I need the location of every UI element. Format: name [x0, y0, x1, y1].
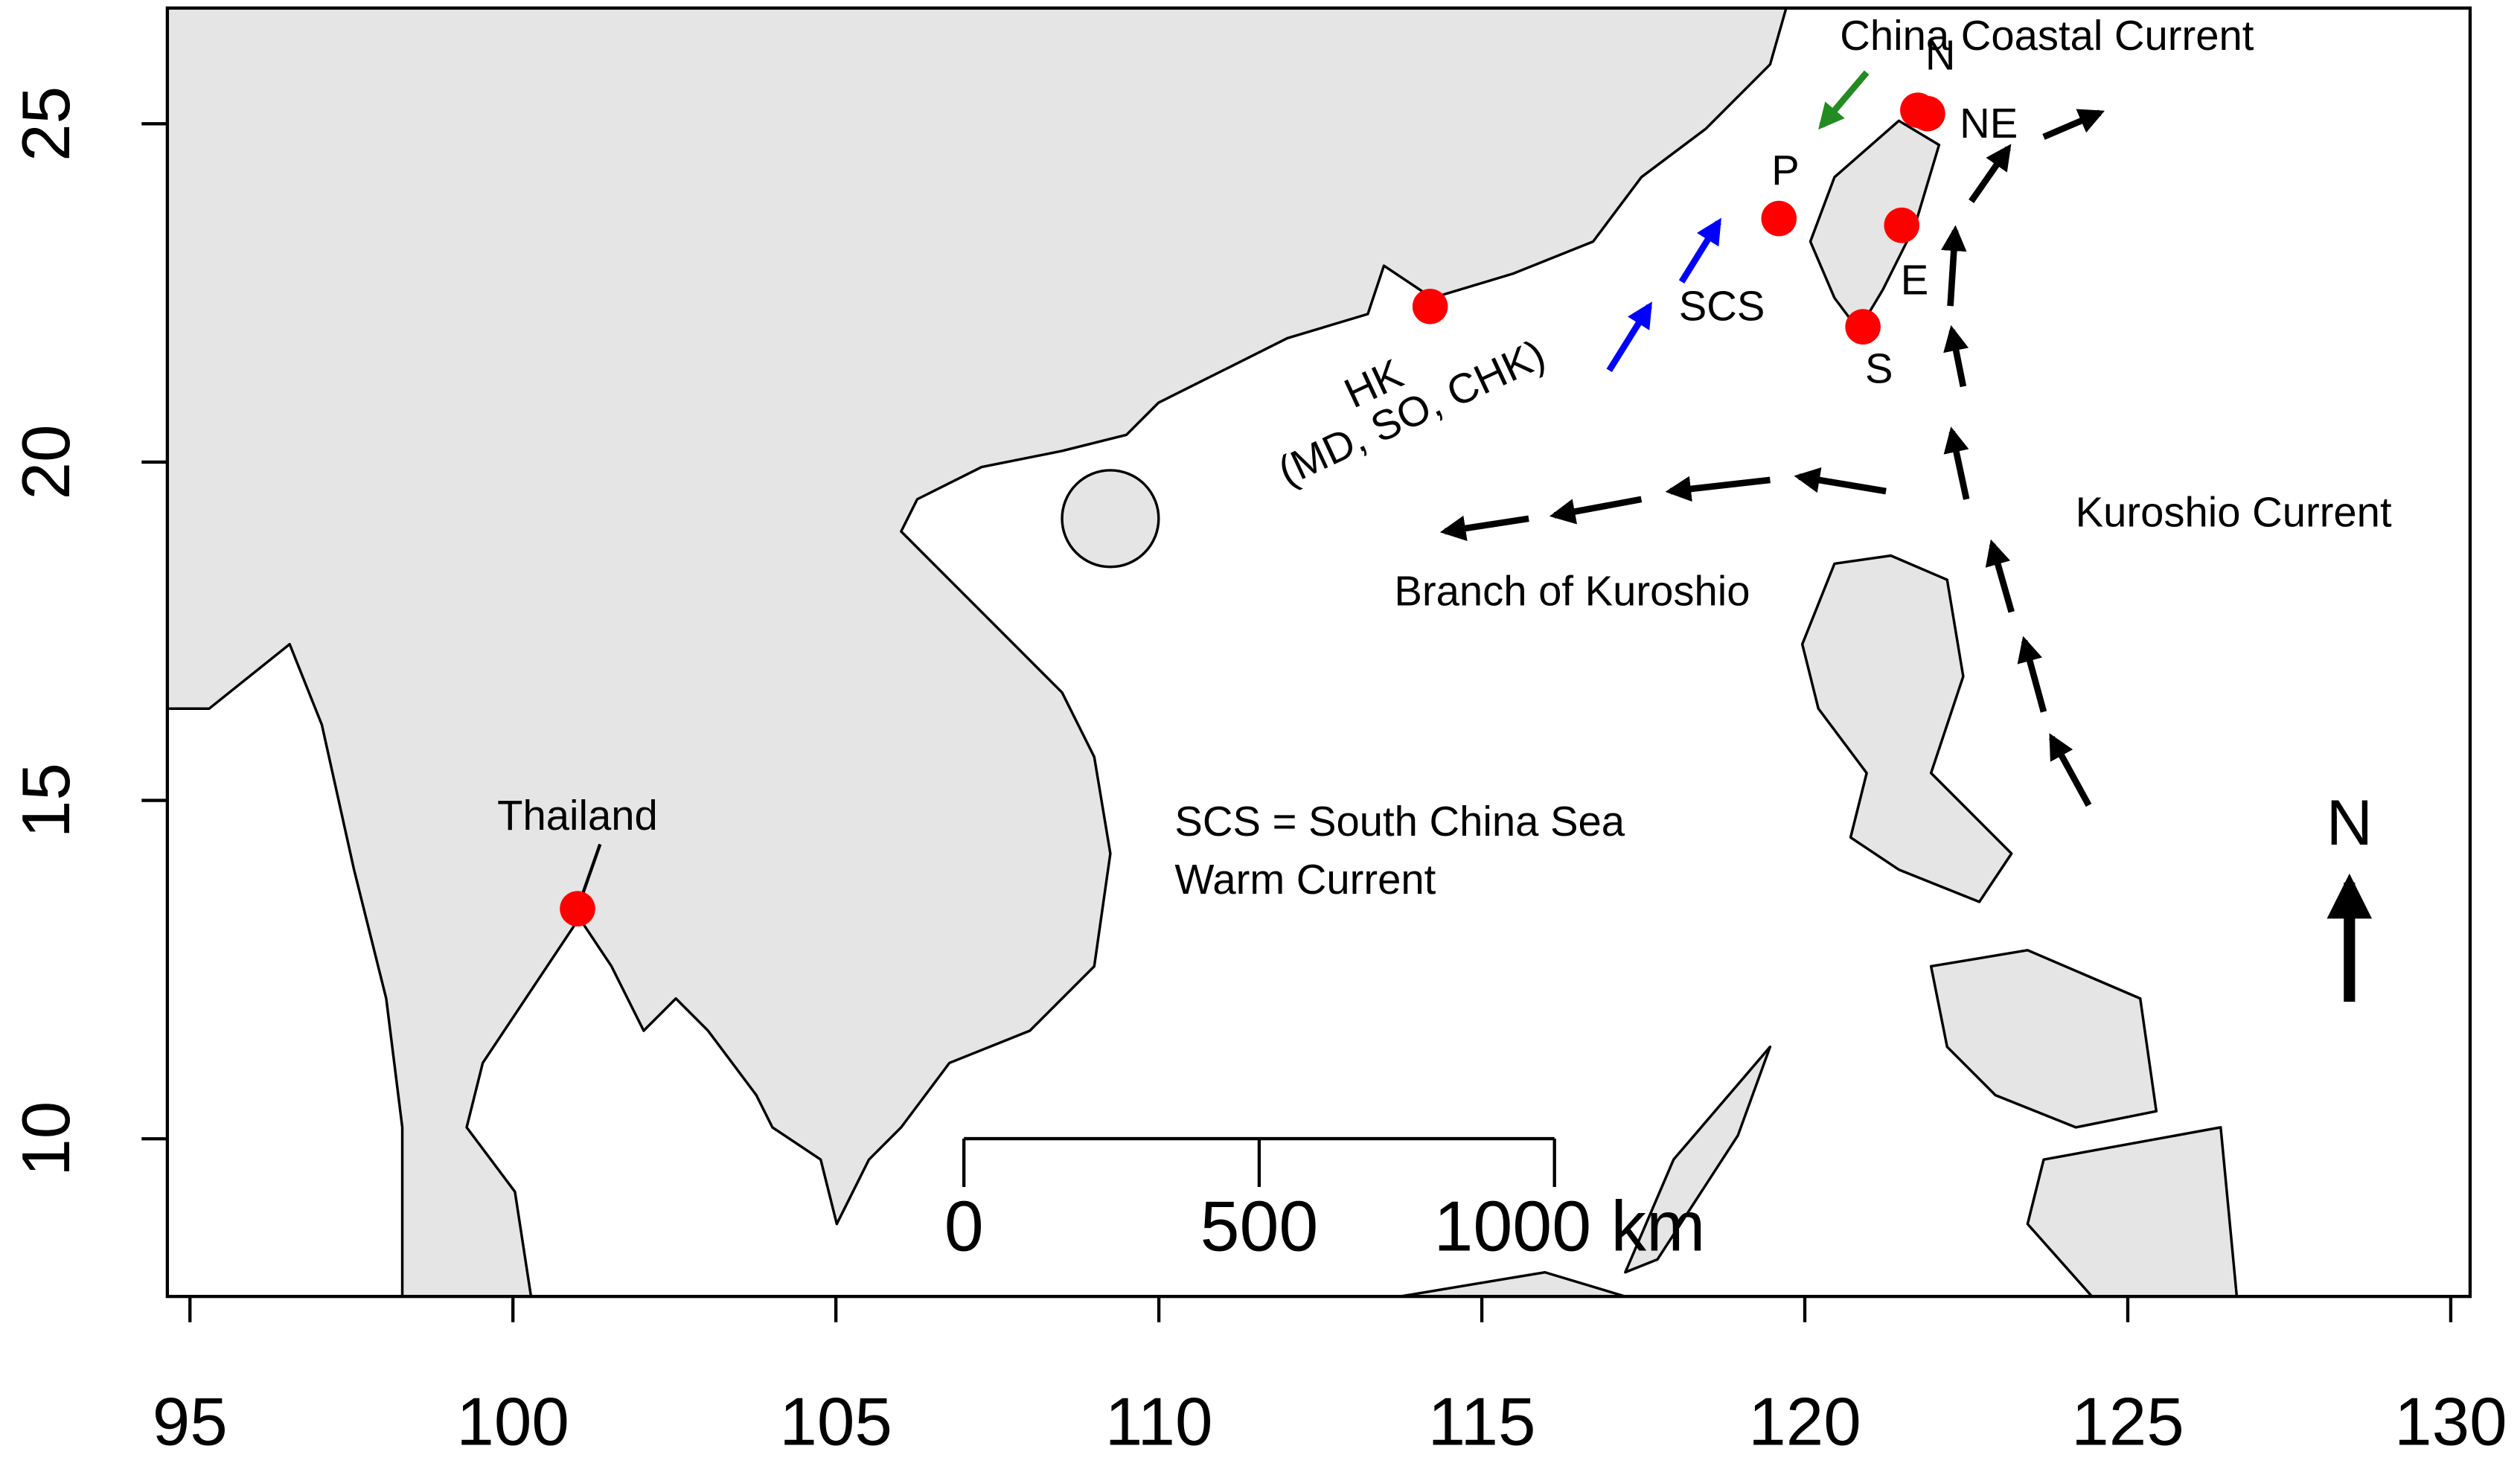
site — [560, 891, 595, 927]
annotation: Warm Current — [1174, 856, 1436, 903]
y-tick-label: 25 — [9, 86, 84, 161]
x-tick-label: 105 — [779, 1384, 892, 1459]
annotation: China Coastal Current — [1840, 12, 2254, 59]
visayas — [1929, 949, 2158, 1129]
site-label: NE — [1960, 100, 2018, 147]
site-label: Thailand — [497, 792, 658, 839]
site — [1910, 95, 1945, 132]
scale-label: 500 — [1200, 1188, 1319, 1267]
branch-arrows — [1439, 467, 1887, 542]
site — [1884, 207, 1919, 243]
plot-frame — [165, 6, 2472, 1299]
land — [166, 7, 2239, 1298]
mindanao — [2026, 1126, 2239, 1298]
x-tick-label: 100 — [456, 1384, 569, 1459]
annotation: (MD, SO, CHK) — [1271, 330, 1552, 495]
scale-label: 1000 km — [1434, 1188, 1706, 1267]
borneo — [1398, 1270, 1627, 1298]
x-tick-label: 120 — [1748, 1384, 1861, 1459]
site — [1412, 289, 1448, 324]
site-label: E — [1901, 256, 1928, 303]
y-tick-label: 20 — [9, 424, 84, 499]
x-tick-label: 110 — [1105, 1384, 1213, 1459]
site — [1845, 309, 1881, 345]
currents — [1439, 70, 2373, 1002]
scale-label: 0 — [944, 1188, 984, 1267]
luzon — [1800, 554, 2013, 903]
y-tick-label: 10 — [9, 1101, 84, 1177]
coastal-arrow — [1818, 70, 1870, 130]
palawan — [1624, 1045, 1772, 1274]
annotation: Branch of Kuroshio — [1394, 567, 1750, 614]
north-label: N — [2326, 787, 2373, 859]
x-tick-label: 115 — [1428, 1384, 1536, 1459]
x-tick-label: 130 — [2394, 1384, 2507, 1459]
x-tick-label: 125 — [2071, 1384, 2184, 1459]
mainland — [166, 7, 1788, 1298]
site — [1761, 200, 1797, 237]
site-label: N — [1925, 32, 1956, 79]
annotation: Kuroshio Current — [2076, 488, 2392, 535]
hainan — [1061, 469, 1160, 569]
kuroshio-arrows — [1941, 109, 2105, 807]
annotation: SCS — [1679, 282, 1765, 329]
site-label: P — [1771, 147, 1799, 193]
annotation: SCS = South China Sea — [1174, 798, 1625, 845]
scs-arrows — [1606, 217, 1721, 373]
site-label: S — [1865, 345, 1893, 392]
x-tick-label: 95 — [153, 1384, 228, 1459]
y-tick-label: 15 — [9, 763, 84, 838]
